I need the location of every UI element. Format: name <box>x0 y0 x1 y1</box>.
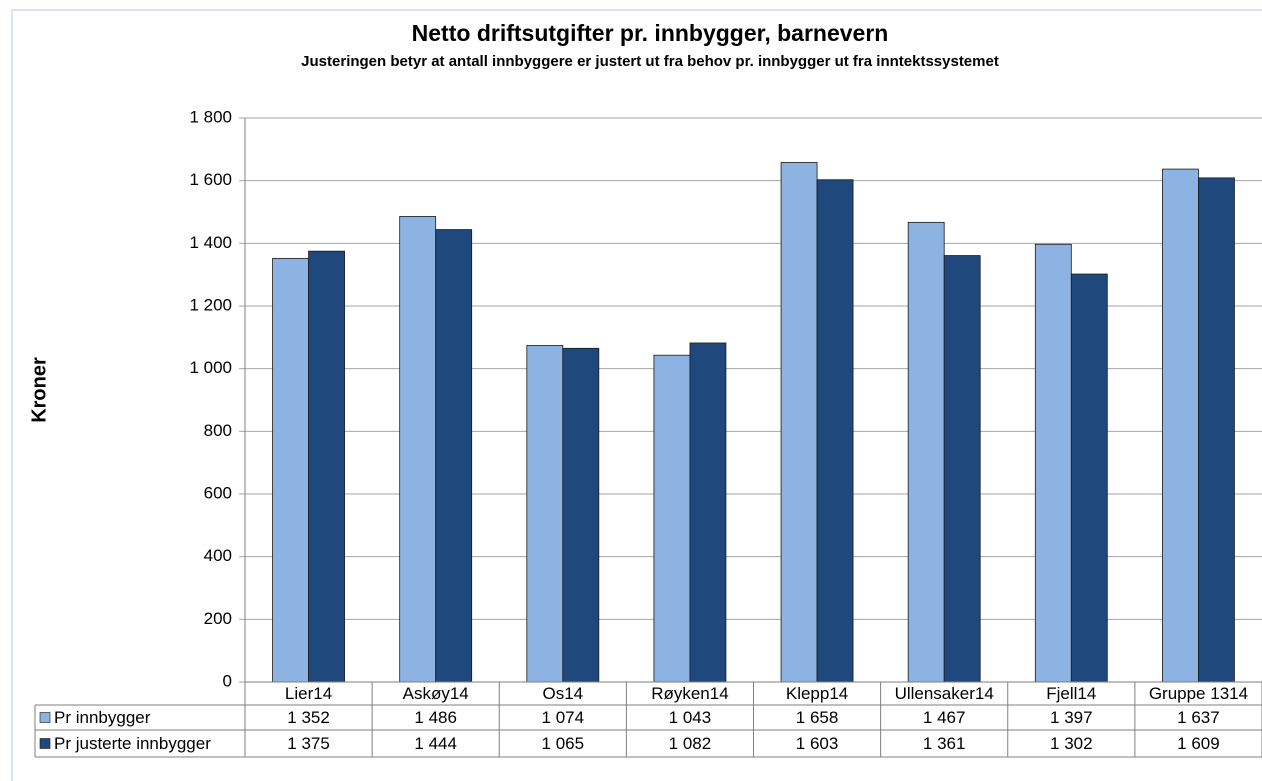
y-tick-label: 1 200 <box>189 295 232 314</box>
x-tick-label: Røyken14 <box>651 684 728 703</box>
table-value: 1 043 <box>669 708 712 727</box>
bar <box>689 342 727 683</box>
table-value: 1 637 <box>1177 708 1220 727</box>
x-tick-label: Gruppe 1314 <box>1149 684 1248 703</box>
table-value: 1 467 <box>923 708 966 727</box>
chart-title: Netto driftsutgifter pr. innbygger, barn… <box>412 20 889 46</box>
table-value: 1 397 <box>1050 708 1093 727</box>
x-tick-label: Ullensaker14 <box>895 684 994 703</box>
table-value: 1 486 <box>414 708 457 727</box>
bar <box>816 179 854 683</box>
y-tick-label: 400 <box>204 546 232 565</box>
bar <box>1070 273 1108 683</box>
table-value: 1 609 <box>1177 734 1220 753</box>
y-tick-label: 1 400 <box>189 233 232 252</box>
table-value: 1 352 <box>287 708 330 727</box>
x-tick-label: Klepp14 <box>786 684 848 703</box>
legend-label: Pr innbygger <box>54 708 151 727</box>
table-value: 1 444 <box>414 734 457 753</box>
bar <box>308 250 345 683</box>
y-tick-label: 0 <box>223 671 232 690</box>
bar <box>1162 168 1199 683</box>
y-tick-label: 1 000 <box>189 358 232 377</box>
bar <box>907 221 945 683</box>
y-tick-label: 1 600 <box>189 170 232 189</box>
y-tick-label: 200 <box>204 609 232 628</box>
bar <box>1198 177 1235 683</box>
y-tick-label: 600 <box>204 483 232 502</box>
table-value: 1 074 <box>542 708 585 727</box>
chart-frame <box>11 9 1262 781</box>
table-value: 1 375 <box>287 734 330 753</box>
bar <box>435 229 473 683</box>
table-value: 1 603 <box>796 734 839 753</box>
table-value: 1 082 <box>669 734 712 753</box>
x-tick-label: Os14 <box>542 684 583 703</box>
bar <box>1034 243 1072 683</box>
table-value: 1 658 <box>796 708 839 727</box>
bar <box>399 215 437 683</box>
bar <box>272 257 309 683</box>
table-value: 1 302 <box>1050 734 1093 753</box>
x-tick-label: Askøy14 <box>403 684 469 703</box>
x-tick-label: Fjell14 <box>1046 684 1096 703</box>
table-value: 1 361 <box>923 734 966 753</box>
bar <box>943 255 981 683</box>
bar <box>653 354 691 683</box>
bar <box>780 162 818 683</box>
bar <box>562 347 600 683</box>
table-value: 1 065 <box>542 734 585 753</box>
y-tick-label: 800 <box>204 421 232 440</box>
legend-label: Pr justerte innbygger <box>54 734 211 753</box>
x-tick-label: Lier14 <box>285 684 332 703</box>
legend-swatch <box>39 738 51 749</box>
legend-swatch <box>39 712 51 723</box>
y-axis-label: Kroner <box>28 357 50 423</box>
bar <box>526 345 564 683</box>
chart-subtitle: Justeringen betyr at antall innbyggere e… <box>301 53 999 70</box>
y-tick-label: 1 800 <box>189 107 232 126</box>
